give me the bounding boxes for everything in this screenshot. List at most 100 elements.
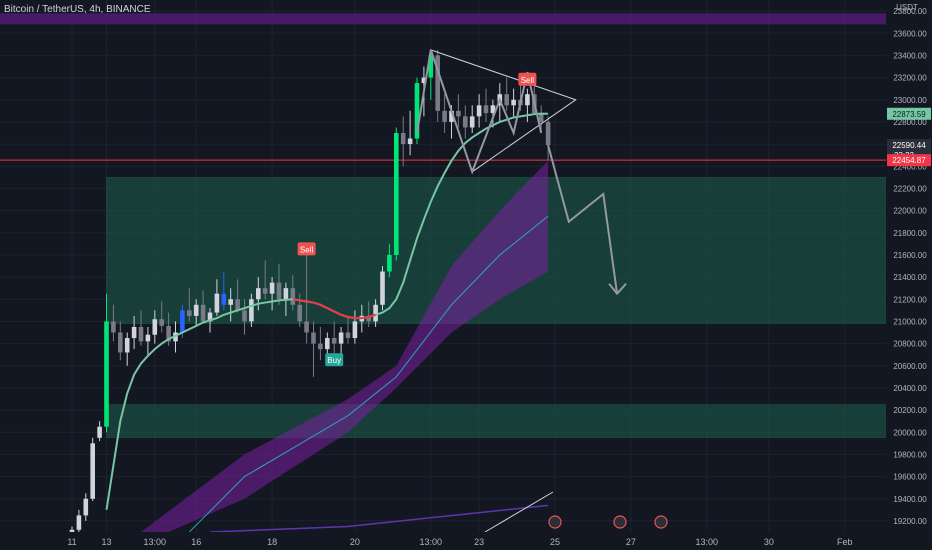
candle-body (476, 105, 482, 117)
candle-body (256, 288, 261, 300)
currency-label: USDT (896, 3, 918, 12)
candle-body (469, 116, 475, 128)
price-tick-label: 23200.00 (893, 74, 927, 83)
candle-body (221, 293, 227, 305)
candle-body (538, 113, 544, 122)
candle-body (200, 304, 206, 322)
sma-line-bearish-segment (292, 298, 376, 320)
time-tick-label: Feb (837, 537, 853, 547)
candle-body (124, 338, 130, 353)
candle-body (187, 310, 192, 316)
candle-body (97, 426, 102, 438)
zigzag-drawing (416, 49, 543, 175)
price-tick-label: 20200.00 (893, 406, 927, 415)
candle-body (428, 55, 434, 78)
red-level-badge-bg (887, 154, 931, 167)
top-band-zone (0, 13, 886, 25)
candle-body (214, 293, 220, 313)
signal-label-sell: Sell (297, 242, 316, 256)
time-tick-label: 13:00 (696, 537, 719, 547)
candle-body (525, 94, 530, 106)
candle-body (249, 299, 254, 322)
price-tick-label: 22200.00 (893, 184, 927, 193)
time-tick-label: 11 (67, 537, 76, 547)
candle-body (407, 138, 413, 145)
time-tick-label: 13 (101, 537, 111, 547)
red-level-badge: 22454.87 (892, 156, 926, 165)
candle-body (104, 321, 109, 427)
price-tick-label: 19600.00 (893, 473, 927, 482)
candle-body (400, 133, 406, 145)
sma-price-badge-bg (887, 107, 931, 120)
candle-body (145, 334, 151, 342)
time-tick-label: 13:00 (144, 537, 167, 547)
candle-body (545, 121, 551, 146)
price-tick-label: 23400.00 (893, 51, 927, 60)
symbol-legend[interactable]: Bitcoin / TetherUS, 4h, BINANCE (4, 4, 151, 15)
price-tick-label: 21400.00 (893, 273, 927, 282)
candle-body (152, 319, 158, 335)
price-axis-background (886, 0, 932, 550)
price-tick-label: 21800.00 (893, 229, 927, 238)
time-tick-label: 23 (474, 537, 484, 547)
price-tick-label: 23000.00 (893, 96, 927, 105)
candle-body (325, 338, 330, 350)
signal-badge (518, 72, 537, 86)
candle-body (262, 288, 268, 294)
candle-body (297, 304, 302, 322)
candle-body (511, 99, 516, 106)
candle-body (304, 321, 309, 333)
signal-text: Sell (521, 76, 535, 85)
candle-body (69, 529, 75, 532)
candle-body (159, 319, 164, 326)
event-marker-icon (548, 515, 562, 529)
candle-body (435, 55, 440, 111)
candle-body (449, 110, 454, 122)
trend-line-bottom (484, 491, 554, 533)
candle-body (290, 288, 296, 305)
last-price-badge: 22590.44 (892, 141, 926, 150)
time-tick-label: 18 (267, 537, 277, 547)
candle-body (421, 77, 427, 84)
candle-body (318, 343, 323, 350)
candle-body (166, 325, 171, 342)
price-tick-label: 21000.00 (893, 317, 927, 326)
price-tick-label: 23800.00 (893, 7, 927, 16)
price-tick-label: 20400.00 (893, 384, 927, 393)
signal-text: Sell (300, 245, 314, 254)
signal-badge (297, 242, 316, 256)
candle-body (366, 315, 371, 322)
event-marker-icon (613, 515, 627, 529)
time-tick-label: 20 (350, 537, 360, 547)
price-tick-label: 19200.00 (893, 517, 927, 526)
candle-body (483, 105, 489, 114)
price-tick-label: 21200.00 (893, 295, 927, 304)
price-tick-label: 20000.00 (893, 428, 927, 437)
candle-body (338, 332, 344, 344)
candle-body (463, 116, 468, 128)
candle-body (414, 83, 420, 139)
candle-body (131, 326, 137, 339)
candle-body (331, 338, 337, 344)
candle-body (118, 332, 123, 353)
price-tick-label: 19800.00 (893, 450, 927, 459)
candle-body (373, 304, 378, 322)
price-tick-label: 20600.00 (893, 362, 927, 371)
time-tick-label: 13:00 (420, 537, 443, 547)
candle-body (76, 515, 82, 530)
candle-body (138, 326, 144, 342)
candle-body (387, 254, 392, 272)
price-tick-label: 22400.00 (893, 162, 927, 171)
projection-path (547, 144, 619, 294)
candle-body (490, 105, 496, 114)
candle-body (111, 321, 116, 333)
time-axis-background (0, 532, 886, 550)
candle-body (180, 310, 185, 333)
candle-body (394, 133, 399, 255)
lower-trend-line (209, 504, 549, 533)
signal-text: Buy (327, 356, 341, 365)
sma-price-badge: 22873.59 (892, 110, 926, 119)
price-tick-label: 22000.00 (893, 207, 927, 216)
